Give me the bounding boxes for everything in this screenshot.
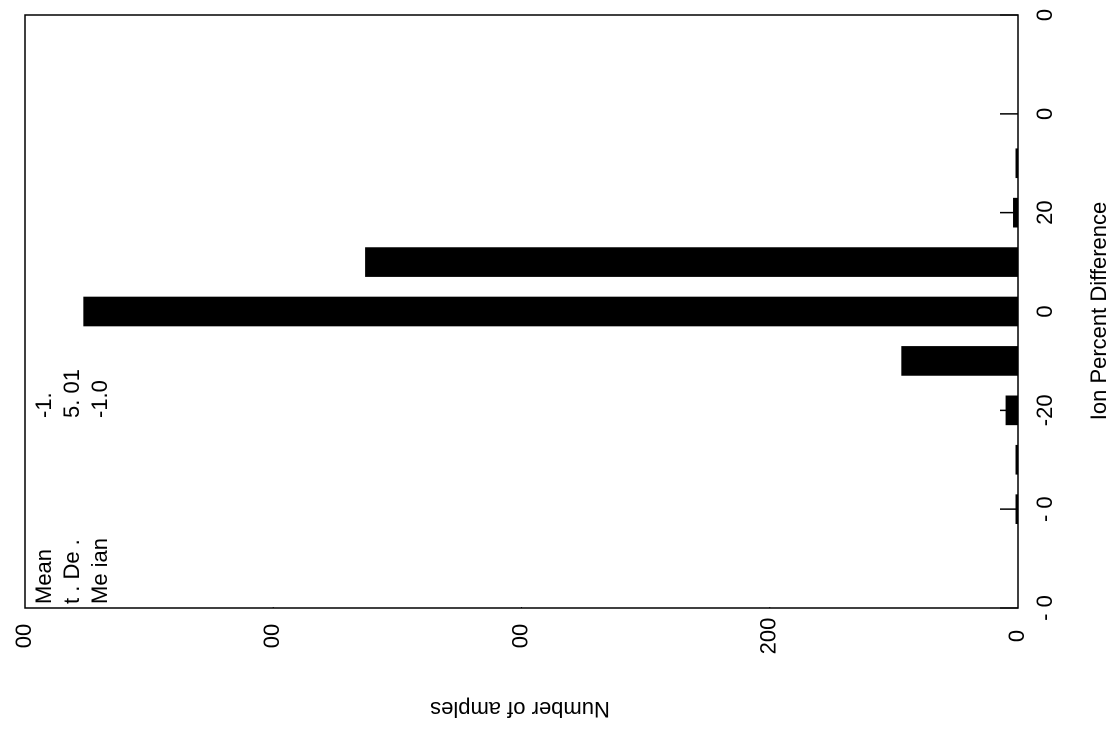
y-tick-label: 00 [259, 624, 284, 648]
x-tick-label: - 0 [1032, 496, 1057, 522]
y-tick-label: 0 [1004, 630, 1029, 642]
x-tick-label: 20 [1032, 200, 1057, 224]
x-tick-label: 0 [1032, 108, 1057, 120]
stat-label: Mean [31, 549, 56, 604]
bar [1015, 148, 1018, 179]
stat-value: 5. 01 [59, 369, 84, 418]
bar [1015, 444, 1018, 475]
stat-label: Me ian [87, 538, 112, 604]
bar [83, 296, 1019, 327]
bar [901, 346, 1018, 376]
x-tick-label: -20 [1032, 394, 1057, 426]
bar [1015, 494, 1018, 524]
x-tick-label: - 0 [1032, 595, 1057, 621]
y-tick-label: 00 [507, 624, 532, 648]
y-axis-label: Number of amples [430, 697, 610, 722]
x-axis-label: Ion Percent Difference [1086, 202, 1111, 421]
y-tick-label: 00 [11, 624, 36, 648]
x-tick-label: 0 [1032, 9, 1057, 21]
stat-label: t . De . [59, 539, 84, 604]
bar [1005, 395, 1018, 426]
y-tick-label: 200 [756, 618, 781, 655]
stat-value: -1. [31, 392, 56, 418]
x-tick-label: 0 [1032, 305, 1057, 317]
bar [365, 247, 1018, 277]
stat-value: -1.0 [87, 380, 112, 418]
bar [1013, 197, 1018, 228]
